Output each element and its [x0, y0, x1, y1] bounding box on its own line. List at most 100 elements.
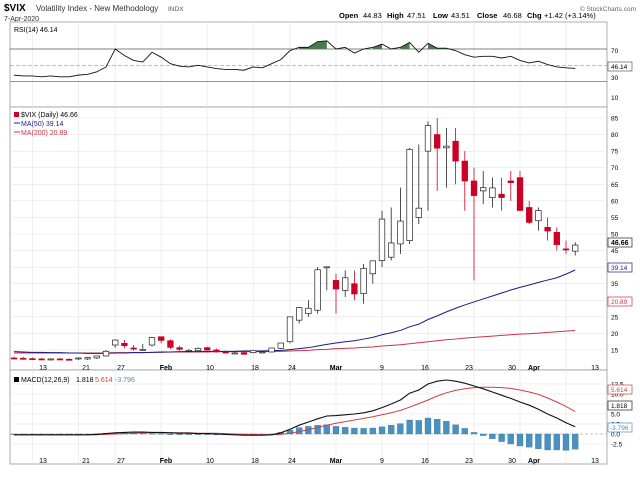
- x-axis-label: 24: [288, 365, 296, 372]
- macd-hist-bar: [185, 433, 192, 435]
- rsi-tick-30: 30: [611, 75, 619, 82]
- candle-body: [342, 277, 349, 291]
- candle-body: [222, 351, 229, 354]
- price-tick-label: 35: [611, 281, 619, 288]
- candle-body: [102, 350, 110, 357]
- candle-body: [498, 193, 505, 198]
- candle-body: [259, 351, 266, 354]
- x-axis-label: Feb: [160, 458, 172, 465]
- macd-hist-bar: [507, 433, 514, 445]
- candle-body: [526, 207, 533, 223]
- ma200-value-label: 20.89: [611, 299, 628, 306]
- candle-body: [332, 280, 340, 290]
- candle-body: [204, 347, 211, 351]
- high-label: High: [387, 11, 404, 20]
- macd-hist-bar: [562, 433, 570, 451]
- price-tick-label: 80: [611, 132, 619, 139]
- candle-body: [535, 210, 542, 222]
- macd-hist-bar: [388, 425, 395, 435]
- macd-hist-bar: [544, 433, 551, 451]
- x-axis-label: Apr: [528, 365, 540, 372]
- date-label: 7-Apr-2020: [4, 16, 39, 23]
- rsi-tick-10: 10: [611, 95, 619, 102]
- macd-hist-bar: [176, 433, 183, 435]
- low-value: 43.51: [451, 11, 470, 20]
- macd-hist-bar: [415, 420, 422, 435]
- macd-hist-bar: [406, 419, 413, 435]
- x-axis-label: 18: [251, 458, 259, 465]
- hist-value-label: -3.796: [610, 425, 629, 432]
- macd-hist-bar: [332, 426, 340, 435]
- macd-series: [10, 379, 579, 451]
- macd-legend-hist: -3.796: [115, 377, 135, 384]
- price-legend: $VIX (Daily) 46.66 MA(50) 39.14 MA(200) …: [14, 112, 78, 137]
- x-axis-label: 13: [591, 458, 599, 465]
- symbol-label: $VIX: [4, 3, 26, 14]
- price-tick-label: 20: [611, 331, 619, 338]
- candle-body: [130, 347, 137, 350]
- macd-hist-bar: [553, 433, 560, 451]
- rsi-tick-70: 70: [611, 48, 619, 55]
- rsi-line: [13, 40, 576, 78]
- macd-hist-bar: [286, 429, 294, 435]
- x-axis-label: 10: [206, 365, 214, 372]
- x-axis-label: 13: [39, 365, 47, 372]
- last-price-label: 46.66: [611, 240, 629, 247]
- candle-body: [305, 307, 312, 314]
- x-axis-label: 23: [465, 458, 473, 465]
- macd-tick-label: 5.0: [611, 412, 620, 419]
- candle-body: [314, 269, 321, 311]
- exchange-label: INDX: [168, 6, 184, 13]
- ma50-value-box: [607, 262, 633, 273]
- price-tick-label: 15: [611, 348, 619, 355]
- macd-value-box: [607, 400, 633, 411]
- candle-body: [56, 358, 64, 361]
- candle-body: [369, 260, 376, 275]
- x-axis-label: 23: [465, 365, 473, 372]
- candle-body: [397, 220, 404, 245]
- candle-body: [489, 187, 496, 198]
- candle-body: [424, 125, 432, 152]
- candle-body: [351, 283, 358, 295]
- rsi-panel-frame: [9, 21, 608, 108]
- grid-lines: [10, 22, 607, 464]
- macd-hist-bar: [535, 433, 542, 449]
- low-label: Low: [433, 11, 448, 20]
- x-axis-label: 13: [39, 458, 47, 465]
- open-value: 44.83: [363, 11, 382, 20]
- macd-hist-bar: [480, 433, 487, 436]
- macd-tick-label: 0.0: [611, 432, 620, 439]
- x-axis-label: 18: [251, 365, 259, 372]
- macd-hist-bar: [424, 417, 432, 435]
- x-axis-label: 9: [380, 458, 384, 465]
- candle-body: [10, 357, 18, 360]
- hist-value-box: [607, 422, 633, 433]
- candle-body: [268, 347, 275, 353]
- price-tick-label: 75: [611, 149, 619, 156]
- candle-body: [553, 231, 560, 245]
- macd-hist-bar: [167, 433, 174, 435]
- candle-body: [185, 349, 192, 352]
- price-end-labels: 46.66 39.14 20.89: [607, 237, 633, 307]
- macd-hist-bar: [369, 427, 376, 435]
- price-legend-main: $VIX (Daily) 46.66: [21, 112, 78, 119]
- candle-body: [378, 218, 386, 261]
- candle-body: [112, 339, 119, 346]
- candle-body: [84, 357, 91, 360]
- macd-hist-bar: [397, 423, 404, 435]
- macd-line: [14, 379, 576, 436]
- macd-hist-bar: [158, 433, 165, 435]
- x-axis-label: 27: [117, 458, 125, 465]
- ma50-value-label: 39.14: [611, 265, 628, 272]
- macd-hist-bar: [489, 433, 496, 439]
- macd-hist-bar: [378, 426, 386, 435]
- rsi-value-label: 46.14: [611, 64, 628, 71]
- candle-body: [562, 248, 570, 251]
- macd-hist-bar: [314, 425, 321, 435]
- candle-body: [516, 177, 524, 211]
- macd-legend-swatch: [14, 377, 19, 382]
- rsi-value-box: [607, 61, 633, 72]
- high-value: 47.51: [407, 11, 426, 20]
